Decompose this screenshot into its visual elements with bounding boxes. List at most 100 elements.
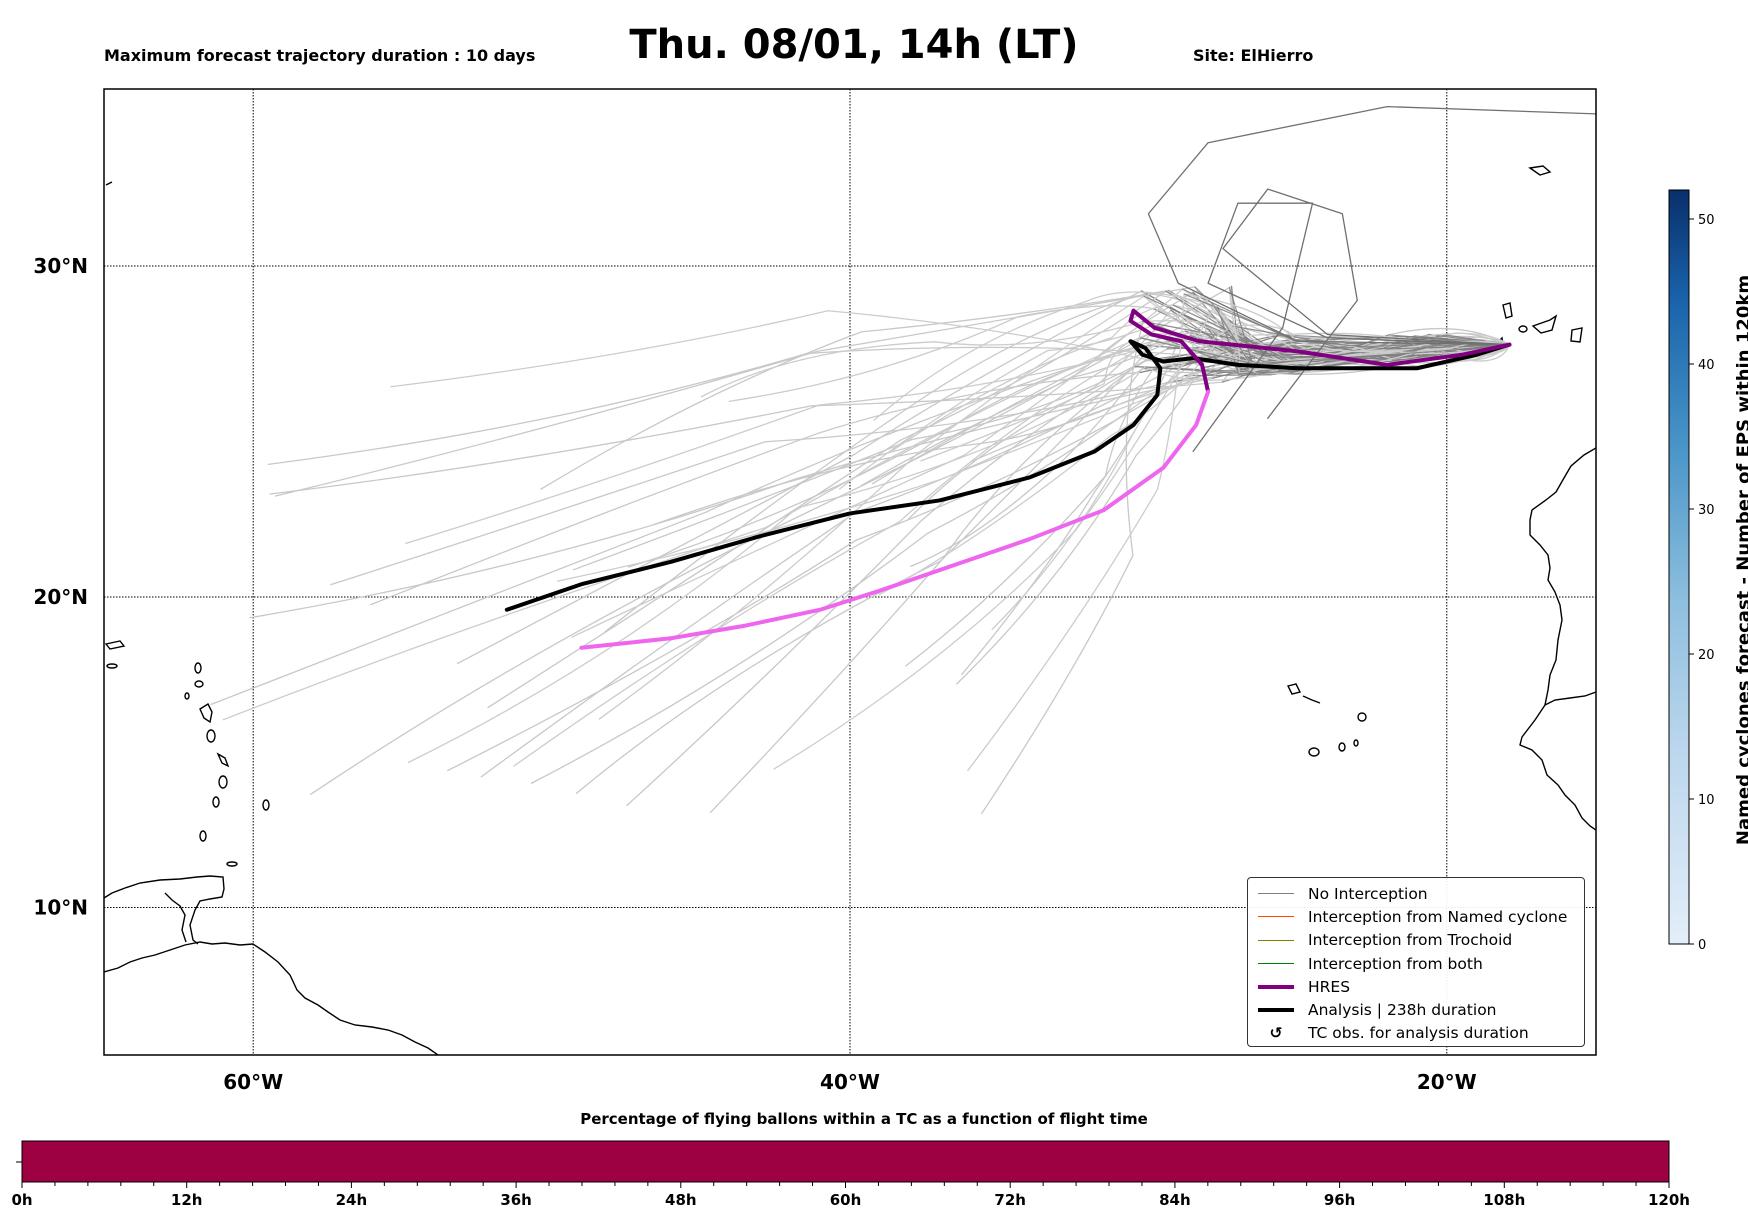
island-cape-verde xyxy=(1286,683,1302,695)
eps-trajectory-early xyxy=(1148,332,1511,375)
island-martinique xyxy=(216,752,230,768)
island-bermuda xyxy=(105,181,113,186)
info-line: Maximum forecast trajectory duration : 1… xyxy=(104,46,536,65)
time-bar-tick-label: 120h xyxy=(1648,1191,1690,1209)
island-cape-verde xyxy=(1338,742,1346,752)
map-frame xyxy=(103,88,1597,1056)
time-bar-fill xyxy=(21,1140,1670,1183)
time-bar-tick-label: 12h xyxy=(171,1191,203,1209)
legend-line-swatch xyxy=(1256,916,1296,918)
legend-line-swatch xyxy=(1256,963,1296,965)
colorbar-gradient xyxy=(1668,189,1690,945)
legend-line-swatch xyxy=(1256,893,1296,895)
lat-tick-label: 30°N xyxy=(33,254,88,278)
colorbar-label: Named cyclones forecast - Number of EPS … xyxy=(1733,274,1748,846)
legend-item: No Interception xyxy=(1248,882,1584,905)
legend-line-swatch xyxy=(1256,984,1296,989)
coastline-south-america xyxy=(104,941,439,1055)
eps-trajectory-loop xyxy=(1222,188,1511,419)
time-bar-tick-label: 108h xyxy=(1483,1191,1525,1209)
lat-tick-label: 10°N xyxy=(33,895,88,919)
island-la-gomera xyxy=(1518,325,1528,333)
island-cape-verde xyxy=(1357,712,1367,722)
island xyxy=(106,663,118,669)
tc-obs-icon: ↺ xyxy=(1269,1024,1283,1043)
island-barbados xyxy=(262,799,270,811)
legend-item: ↺ TC obs. for analysis duration xyxy=(1248,1022,1584,1045)
trajectory-layer xyxy=(210,105,1596,815)
eps-trajectory-early xyxy=(1183,293,1511,350)
legend-label: TC obs. for analysis duration xyxy=(1308,1024,1529,1043)
island-cape-verde xyxy=(1308,747,1320,757)
island-la-palma xyxy=(1502,302,1513,319)
time-bar-tick-label: 72h xyxy=(994,1191,1026,1209)
legend-item: Interception from both xyxy=(1248,952,1584,975)
island-cape-verde xyxy=(1353,739,1359,747)
hres-trajectory-extended xyxy=(579,389,1211,650)
island-guadeloupe xyxy=(199,702,213,724)
time-bar-tick-label: 60h xyxy=(830,1191,862,1209)
info-line: Site: ElHierro xyxy=(1193,46,1314,65)
legend-line-swatch xyxy=(1256,939,1296,941)
legend-item: Interception from Trochoid xyxy=(1248,929,1584,952)
island-dominica xyxy=(206,729,216,743)
coastline-guyana-delta xyxy=(164,892,187,943)
time-bar-tick-label: 24h xyxy=(336,1191,368,1209)
lon-tick-label: 40°W xyxy=(820,1070,880,1094)
legend-label: No Interception xyxy=(1308,884,1428,903)
legend-item: HRES xyxy=(1248,975,1584,998)
axis-labels: 60°W 40°W 20°W 30°N 20°N 10°N xyxy=(33,254,1476,1094)
time-bar-tick-label: 36h xyxy=(500,1191,532,1209)
legend-label: Interception from Named cyclone xyxy=(1308,907,1568,926)
colorbar-tick-label: 0 xyxy=(1698,938,1706,953)
colorbar-tick-label: 20 xyxy=(1698,648,1715,663)
lat-tick-label: 20°N xyxy=(33,585,88,609)
coastline-trinidad-venezuela xyxy=(104,875,225,945)
colorbar-tick-label: 50 xyxy=(1698,213,1715,228)
island xyxy=(184,692,190,700)
time-bar-tick-label: 96h xyxy=(1324,1191,1356,1209)
eps-trajectory-loop xyxy=(1147,105,1596,346)
legend-label: Interception from Trochoid xyxy=(1308,931,1513,950)
island-tobago xyxy=(226,861,238,867)
time-bar-tick-label: 48h xyxy=(665,1191,697,1209)
coastlines xyxy=(104,165,1596,1055)
island-st-lucia xyxy=(218,775,228,789)
time-bar-tick-label: 84h xyxy=(1159,1191,1191,1209)
hres-trajectory xyxy=(1128,308,1512,394)
colorbar: 0 10 20 30 40 50 xyxy=(1668,189,1715,953)
legend-item: Analysis | 238h duration xyxy=(1248,998,1584,1021)
lon-tick-label: 60°W xyxy=(223,1070,283,1094)
time-bar: 0h 12h 24h 36h 48h 60h 72h 84h 96h 108h 120h xyxy=(11,1140,1690,1209)
island-puerto-rico xyxy=(104,640,126,650)
legend-label: Interception from both xyxy=(1308,954,1483,973)
island xyxy=(194,662,202,674)
legend: No Interception Interception from Named c… xyxy=(1247,877,1585,1047)
analysis-trajectory xyxy=(504,339,1512,612)
page-title: Thu. 08/01, 14h (LT) xyxy=(629,22,1079,68)
lon-tick-label: 20°W xyxy=(1417,1070,1477,1094)
colorbar-tick-label: 40 xyxy=(1698,358,1715,373)
time-bar-ticks: 0h 12h 24h 36h 48h 60h 72h 84h 96h 108h 120h xyxy=(11,1182,1690,1209)
island-tenerife xyxy=(1531,314,1558,334)
eps-trajectory-early xyxy=(1140,337,1511,374)
coastline-africa-south xyxy=(1519,704,1596,831)
colorbar-tick-label: 10 xyxy=(1698,793,1715,808)
island-st-vincent xyxy=(212,796,220,808)
island-gran-canaria xyxy=(1570,327,1583,343)
colorbar-ticks: 0 10 20 30 40 50 xyxy=(1689,213,1715,953)
time-bar-title: Percentage of flying ballons within a TC… xyxy=(580,1110,1148,1128)
legend-label: HRES xyxy=(1308,977,1351,996)
island-madeira xyxy=(1528,165,1552,176)
island xyxy=(194,680,204,688)
eps-trajectory-loop xyxy=(1192,202,1511,453)
eps-trajectory xyxy=(390,310,1511,388)
legend-line-swatch xyxy=(1256,1008,1296,1013)
colorbar-tick-label: 30 xyxy=(1698,503,1715,518)
legend-item: Interception from Named cyclone xyxy=(1248,905,1584,928)
island-grenada xyxy=(199,830,207,842)
island-cape-verde xyxy=(1302,695,1321,704)
time-bar-tick-label: 0h xyxy=(11,1191,32,1209)
legend-label: Analysis | 238h duration xyxy=(1308,1001,1497,1020)
